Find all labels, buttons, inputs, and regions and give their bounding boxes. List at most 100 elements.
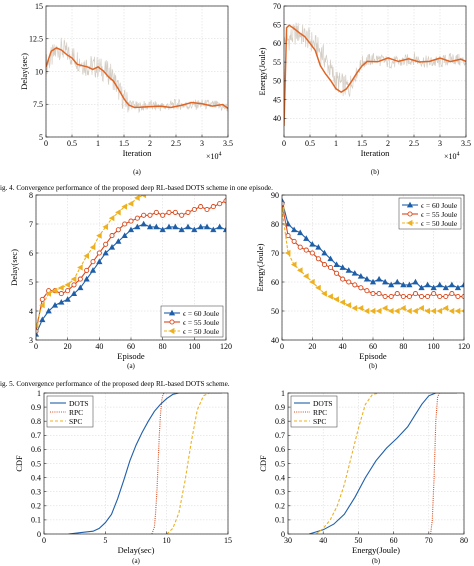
data-point <box>51 287 58 294</box>
x-tick-label: 20 <box>308 342 316 351</box>
x-tick-label: 2.5 <box>409 139 419 148</box>
y-tick-label: 0.7 <box>31 431 41 440</box>
data-point <box>121 232 128 238</box>
x-tick-label: 40 <box>339 342 347 351</box>
data-point <box>71 282 77 288</box>
legend-label: ϵ = 55 Joule <box>183 318 220 327</box>
data-point <box>436 281 443 288</box>
data-point <box>358 285 364 291</box>
legend-marker <box>168 309 176 316</box>
y-tick-label: 6 <box>29 249 33 258</box>
plot-area <box>284 6 466 137</box>
figure-5-caption: ig. 5. Convergence performance of the pr… <box>0 380 230 388</box>
y-axis-label: Energy(Joule) <box>257 47 267 95</box>
legend-label: ϵ = 60 Joule <box>421 201 458 210</box>
data-point <box>418 304 424 312</box>
x-tick-label: 3 <box>200 139 204 148</box>
y-axis-label: Delay(sec) <box>9 249 19 286</box>
data-point <box>431 291 437 297</box>
y-tick-label: 0.5 <box>31 459 41 468</box>
data-point <box>455 293 461 300</box>
legend-label: RPC <box>69 408 83 417</box>
x-tick-label: 80 <box>460 536 468 545</box>
y-tick-label: 0.9 <box>31 403 41 412</box>
data-point <box>437 293 443 300</box>
x-axis-label: Episode <box>359 351 387 361</box>
y-tick-label: 60 <box>273 39 281 48</box>
data-point <box>108 215 115 222</box>
data-point <box>333 296 339 303</box>
data-point <box>140 195 147 199</box>
data-point <box>340 276 346 282</box>
data-point <box>89 267 97 273</box>
data-point <box>382 278 389 285</box>
x-tick-label: 30 <box>284 536 292 545</box>
x-tick-label: 70 <box>425 536 433 545</box>
data-point <box>70 275 77 283</box>
series-group <box>284 22 466 127</box>
x-axis-label: Energy(Joule) <box>352 545 400 555</box>
legend-label: DOTS <box>313 399 333 408</box>
data-point <box>39 296 45 302</box>
x-tick-label: 80 <box>159 342 167 351</box>
data-point <box>45 307 52 314</box>
data-point <box>159 226 166 233</box>
data-point <box>460 281 464 288</box>
panel-label: (a) <box>127 362 135 370</box>
y-tick-label: 0.5 <box>275 459 285 468</box>
data-point <box>315 284 321 291</box>
data-point <box>394 278 401 285</box>
panel-label: (b) <box>372 557 381 565</box>
figure-4-caption: ig. 4. Convergence performance of the pr… <box>0 184 273 192</box>
series-line-1 <box>430 393 440 534</box>
data-point <box>165 223 173 230</box>
data-point <box>96 258 103 265</box>
legend-label: DOTS <box>69 399 89 408</box>
y-tick-label: 90 <box>271 191 279 200</box>
x-tick-label: 60 <box>390 536 398 545</box>
legend-marker <box>169 319 175 325</box>
panel-label: (a) <box>132 557 140 565</box>
x-tick-label: 2 <box>386 139 390 148</box>
data-point <box>140 220 147 227</box>
data-point <box>400 293 406 300</box>
y-tick-label: 45 <box>273 95 281 104</box>
data-point <box>400 304 406 312</box>
data-point <box>134 215 140 221</box>
x-tick-label: 15 <box>224 536 232 545</box>
data-point <box>77 276 83 282</box>
series-group <box>68 393 222 534</box>
y-tick-label: 0.2 <box>275 502 285 511</box>
data-point <box>297 244 303 250</box>
data-point <box>369 307 376 315</box>
data-point <box>58 291 64 297</box>
data-point <box>103 241 109 247</box>
data-point <box>58 299 65 305</box>
x-tick-label: 20 <box>64 342 72 351</box>
x-tick-label: 3.5 <box>223 139 233 148</box>
y-tick-label: 0.6 <box>275 445 285 454</box>
data-point <box>172 209 178 215</box>
data-point <box>394 307 400 315</box>
data-point <box>425 293 431 300</box>
data-point <box>203 223 211 230</box>
data-point <box>418 293 425 300</box>
data-point <box>382 293 388 300</box>
data-point <box>197 223 204 230</box>
chart-panel-4: 0 5 10 15 0 0.1 0.2 0.3 0.4 0.5 0.6 0.7 0.8 0.9 1 Delay… <box>14 389 232 565</box>
data-point <box>345 302 352 309</box>
data-point <box>45 290 52 297</box>
panel-label: (a) <box>133 168 141 176</box>
data-point <box>297 229 304 236</box>
data-point <box>153 209 159 215</box>
data-point <box>216 223 223 230</box>
data-point <box>84 267 90 273</box>
data-point <box>400 281 407 288</box>
data-point <box>442 304 449 312</box>
x-tick-label: 3 <box>438 139 442 148</box>
y-tick-label: 4 <box>29 307 33 316</box>
data-point <box>375 275 383 282</box>
x-tick-label: 0 <box>34 342 38 351</box>
